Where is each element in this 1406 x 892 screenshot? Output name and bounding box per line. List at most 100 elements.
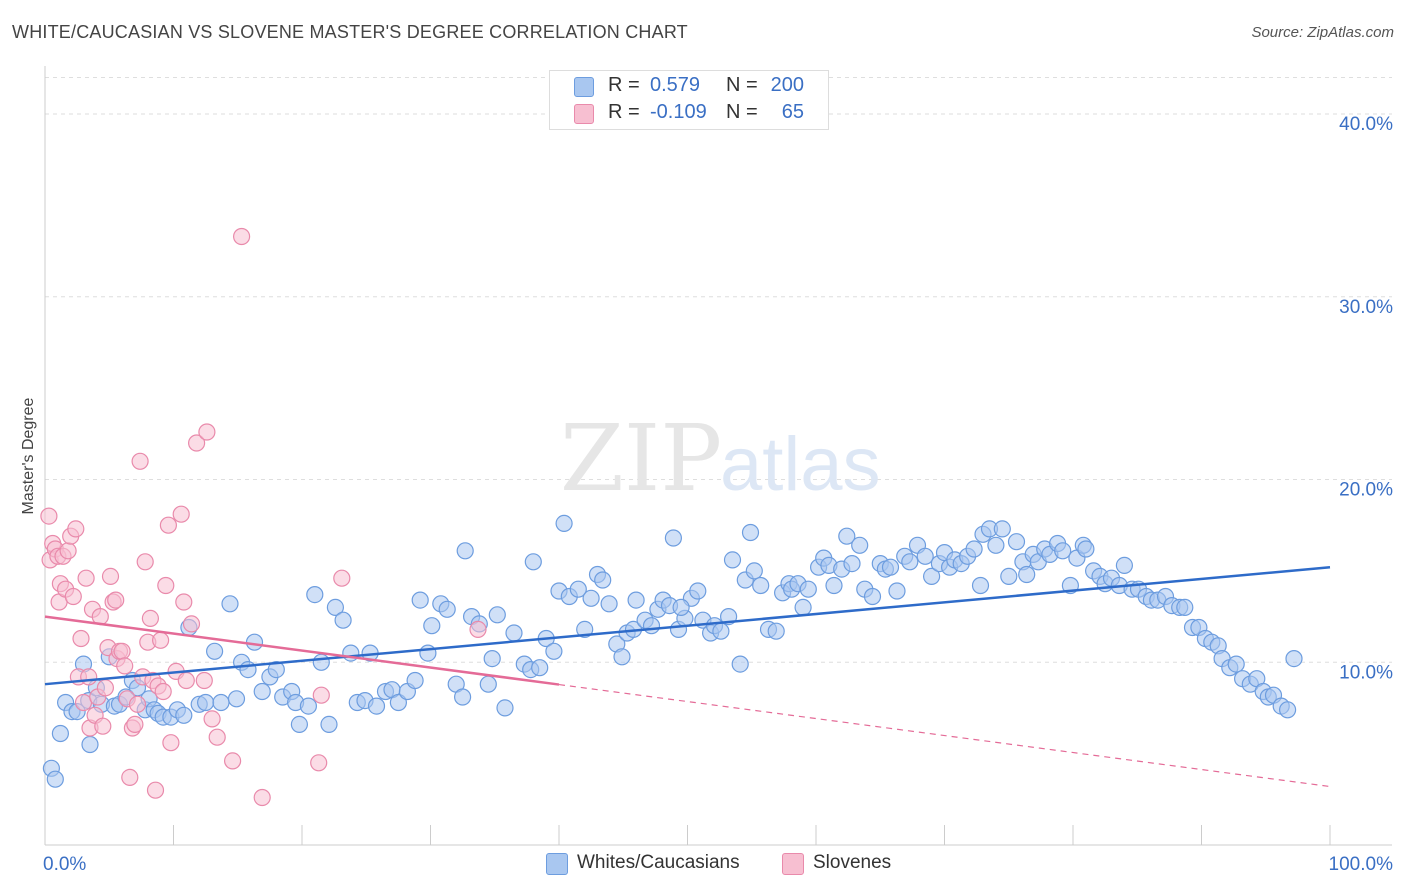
point-whites — [175, 706, 193, 724]
point-whites — [1176, 598, 1194, 617]
point-slovenes — [77, 569, 95, 587]
y-tick-labels: 10.0% 20.0% 30.0% 40.0% — [1339, 114, 1393, 683]
point-whites — [916, 547, 934, 565]
point-slovenes — [175, 593, 193, 611]
legend-swatch-slovenes — [574, 104, 594, 124]
y-tick-label: 30.0% — [1339, 297, 1393, 318]
point-slovenes — [469, 620, 487, 639]
point-slovenes — [40, 507, 58, 525]
point-whites — [594, 571, 612, 589]
grid-lines — [45, 77, 1392, 663]
legend-n-label: N = — [726, 74, 758, 96]
trend-line-slovenes-extension — [558, 683, 1331, 788]
point-slovenes — [224, 752, 242, 770]
point-slovenes — [203, 710, 221, 728]
point-slovenes — [80, 668, 98, 686]
point-slovenes — [74, 693, 93, 712]
correlation-legend: R = 0.579 N = 200 R = -0.109 N = 65 — [549, 70, 829, 130]
point-whites — [46, 770, 64, 788]
point-whites — [993, 520, 1011, 538]
point-whites — [838, 527, 856, 545]
point-slovenes — [96, 679, 115, 697]
point-slovenes — [195, 671, 213, 690]
y-tick-label: 20.0% — [1339, 480, 1393, 501]
point-whites — [389, 693, 407, 712]
point-slovenes — [333, 569, 351, 587]
point-slovenes — [136, 553, 154, 571]
point-whites — [483, 649, 501, 668]
point-whites — [672, 598, 690, 617]
legend-r-label: R = — [608, 101, 640, 123]
point-slovenes — [59, 542, 77, 560]
point-whites — [600, 595, 618, 613]
y-axis-label: Master's Degree — [20, 397, 37, 514]
point-slovenes — [146, 781, 165, 799]
point-whites — [411, 591, 429, 609]
point-whites — [569, 580, 587, 598]
point-slovenes — [172, 505, 190, 523]
point-whites — [320, 715, 338, 734]
data-points — [40, 227, 1303, 807]
point-whites — [197, 693, 215, 712]
point-slovenes — [182, 615, 201, 633]
bottom-legend-swatch-slovenes — [782, 853, 804, 875]
point-slovenes — [67, 520, 85, 538]
point-whites — [367, 697, 386, 715]
legend-n-value: 65 — [781, 101, 804, 123]
point-whites — [745, 562, 763, 580]
point-whites — [799, 580, 817, 598]
point-whites — [1054, 542, 1072, 560]
point-slovenes — [154, 682, 172, 701]
watermark: ZIP atlas — [560, 405, 881, 512]
point-whites — [752, 576, 770, 595]
point-whites — [1115, 556, 1134, 575]
point-whites — [245, 633, 264, 651]
point-slovenes — [113, 642, 131, 660]
point-slovenes — [157, 576, 175, 595]
point-slovenes — [177, 671, 195, 690]
watermark-atlas: atlas — [720, 422, 881, 507]
point-whites — [627, 591, 645, 609]
point-whites — [419, 644, 437, 662]
x-tick-labels: 0.0% 100.0% — [43, 854, 1393, 875]
point-whites — [767, 622, 785, 640]
bottom-legend-swatch-whites — [546, 853, 568, 875]
bottom-legend-label-whites: Whites/Caucasians — [577, 852, 740, 873]
point-slovenes — [94, 717, 112, 735]
point-slovenes — [131, 452, 149, 470]
point-slovenes — [121, 768, 139, 787]
point-whites — [888, 582, 906, 600]
point-whites — [664, 529, 683, 547]
point-whites — [479, 675, 497, 693]
legend-n-value: 200 — [770, 74, 804, 96]
point-slovenes — [116, 657, 134, 675]
point-whites — [642, 617, 661, 635]
point-slovenes — [107, 591, 125, 609]
point-whites — [851, 536, 869, 554]
trend-line-slovenes — [44, 615, 560, 686]
legend-r-value: 0.579 — [650, 74, 701, 96]
point-whites — [863, 587, 882, 606]
point-whites — [741, 523, 760, 542]
point-whites — [613, 648, 631, 666]
y-tick-label: 40.0% — [1339, 114, 1393, 135]
point-whites — [206, 642, 224, 660]
point-whites — [794, 598, 812, 617]
point-whites — [454, 688, 472, 706]
point-whites — [267, 660, 285, 679]
point-slovenes — [128, 695, 147, 713]
trend-line-whites — [44, 565, 1331, 686]
point-whites — [689, 582, 707, 600]
point-whites — [253, 682, 271, 701]
point-whites — [576, 620, 594, 639]
bottom-legend-label-slovenes: Slovenes — [813, 852, 892, 873]
point-whites — [488, 606, 506, 624]
legend-swatch-whites — [574, 77, 594, 97]
point-whites — [306, 585, 324, 604]
point-whites — [1285, 649, 1303, 668]
point-slovenes — [72, 629, 90, 648]
point-whites — [326, 598, 344, 617]
point-whites — [505, 624, 523, 642]
point-whites — [987, 536, 1005, 554]
